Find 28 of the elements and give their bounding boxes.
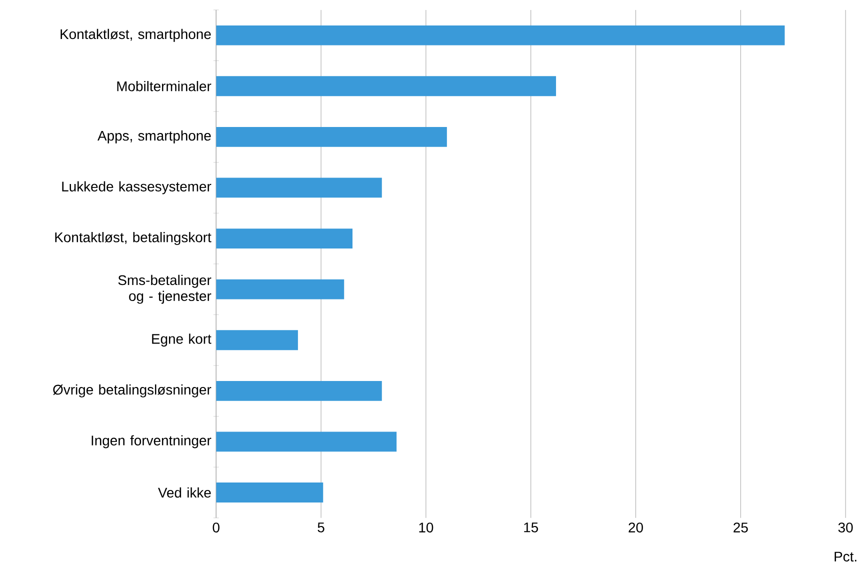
- x-tick-label: 20: [628, 522, 643, 533]
- y-tick-label: Sms-betalinger og - tjenester: [118, 275, 212, 304]
- bar: [216, 330, 298, 350]
- bar: [216, 280, 344, 300]
- x-tick-label: 10: [419, 522, 434, 533]
- y-tick-label: Kontaktløst, smartphone: [60, 29, 211, 42]
- bar: [216, 228, 352, 249]
- x-tick-label: 25: [734, 522, 748, 533]
- bar: [216, 76, 556, 96]
- x-tick-label: 15: [524, 522, 538, 532]
- y-tick-label: Kontaktløst, betalingskort: [55, 232, 212, 246]
- y-tick-label: Mobilterminaler: [117, 81, 212, 92]
- y-tick-label: Apps, smartphone: [98, 130, 211, 144]
- bar: [216, 26, 785, 46]
- bar: [216, 127, 447, 148]
- bar: [216, 432, 397, 452]
- x-tick-label: 0: [212, 522, 220, 533]
- x-tick-label: 5: [318, 522, 324, 532]
- x-tick-label: 30: [838, 522, 853, 533]
- x-axis-title: Pct.: [834, 552, 856, 562]
- y-tick-label: Lukkede kassesystemer: [62, 181, 212, 194]
- bar: [216, 381, 382, 402]
- bar: [216, 482, 324, 503]
- y-tick-label: Øvrige betalingsløsninger: [53, 384, 212, 398]
- bar: [216, 178, 382, 198]
- y-tick-label: Egne kort: [152, 334, 212, 347]
- y-tick-label: Ved ikke: [158, 488, 211, 498]
- y-tick-label: Ingen forventninger: [92, 435, 212, 448]
